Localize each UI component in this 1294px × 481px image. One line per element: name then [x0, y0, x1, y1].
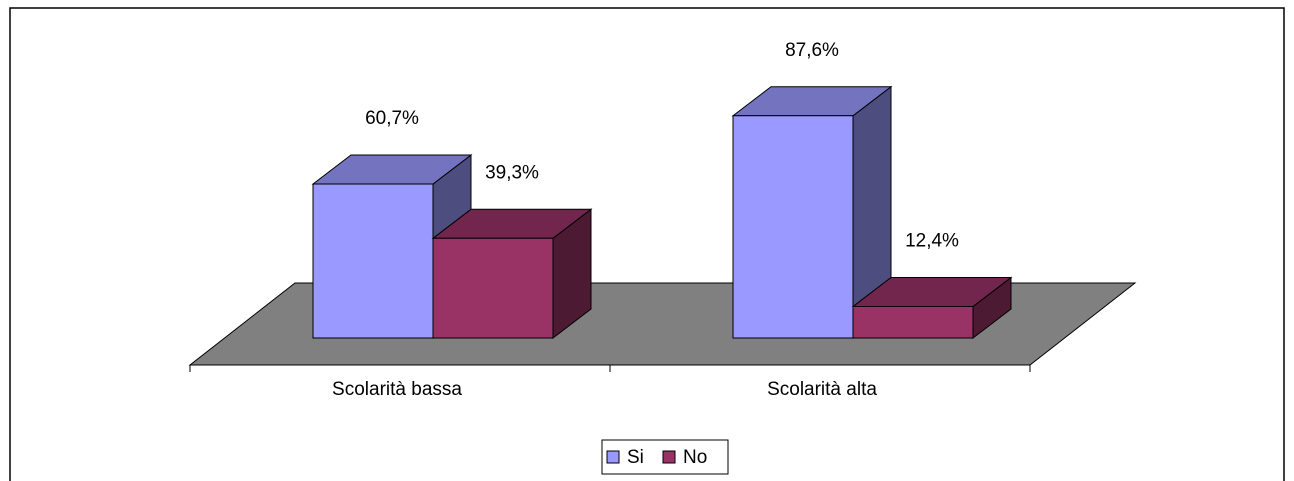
legend-label: Si [627, 447, 644, 468]
value-label: 87,6% [785, 40, 839, 61]
bar-front [852, 306, 974, 339]
x-tick-label: Scolarità bassa [332, 379, 462, 400]
bar-front [312, 183, 434, 339]
bar [731, 85, 893, 340]
value-label: 12,4% [905, 231, 959, 252]
x-tick-label: Scolarità alta [767, 379, 877, 400]
bar-front [732, 115, 854, 339]
bar [851, 276, 1013, 340]
legend-label: No [683, 447, 707, 468]
bar-front [432, 237, 554, 339]
value-label: 39,3% [485, 162, 539, 183]
bar [431, 208, 593, 340]
legend-swatch [606, 450, 620, 464]
chart-frame [9, 7, 1285, 481]
value-label: 60,7% [365, 108, 419, 129]
legend-swatch [662, 450, 676, 464]
